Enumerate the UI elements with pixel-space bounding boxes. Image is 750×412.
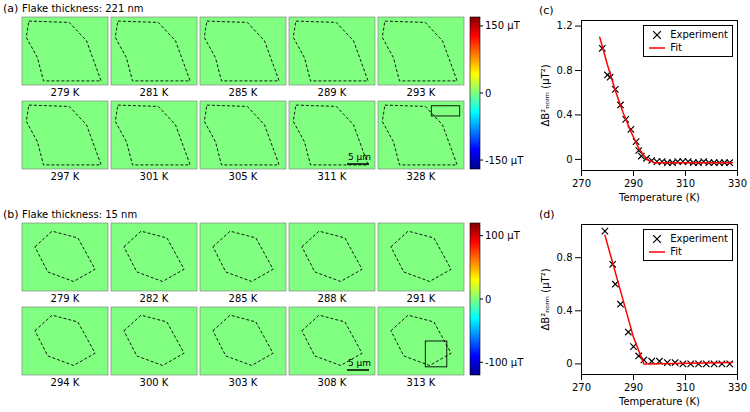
svg-text:330: 330 [728, 178, 747, 189]
svg-text:(b): (b) [3, 208, 19, 221]
svg-text:0: 0 [485, 88, 491, 99]
svg-text:5 μm: 5 μm [348, 358, 371, 368]
svg-text:ΔB²ₙₒᵣₘ (μT²): ΔB²ₙₒᵣₘ (μT²) [540, 64, 551, 126]
svg-text:270: 270 [572, 382, 591, 393]
svg-text:308 K: 308 K [318, 377, 347, 388]
svg-text:-100 μT: -100 μT [485, 357, 524, 368]
svg-text:150 μT: 150 μT [485, 20, 521, 31]
html-text:(c): (c) [539, 4, 554, 17]
svg-text:285 K: 285 K [229, 293, 258, 304]
svg-text:303 K: 303 K [229, 377, 258, 388]
svg-text:279 K: 279 K [51, 293, 80, 304]
svg-text:288 K: 288 K [318, 293, 347, 304]
svg-text:301 K: 301 K [140, 171, 169, 182]
svg-text:297 K: 297 K [51, 171, 80, 182]
svg-text:0: 0 [566, 358, 572, 369]
svg-text:Flake thickness: 15 nm: Flake thickness: 15 nm [22, 209, 137, 220]
html-text:Experiment: Experiment [670, 233, 728, 244]
svg-text:Temperature (K): Temperature (K) [618, 396, 700, 407]
svg-text:0: 0 [566, 154, 572, 165]
html-text:(d): (d) [539, 208, 555, 221]
svg-text:5 μm: 5 μm [348, 152, 371, 162]
svg-text:313 K: 313 K [407, 377, 436, 388]
svg-text:310: 310 [676, 178, 695, 189]
svg-text:294 K: 294 K [51, 377, 80, 388]
html-text:Fit: Fit [670, 42, 682, 53]
svg-text:100 μT: 100 μT [485, 230, 521, 241]
svg-text:285 K: 285 K [229, 87, 258, 98]
html-text:Experiment: Experiment [670, 29, 728, 40]
svg-text:279 K: 279 K [51, 87, 80, 98]
svg-text:(a): (a) [3, 2, 18, 15]
svg-text:293 K: 293 K [407, 87, 436, 98]
svg-text:270: 270 [572, 178, 591, 189]
svg-text:328 K: 328 K [407, 171, 436, 182]
svg-text:0.8: 0.8 [557, 252, 573, 263]
svg-text:-150 μT: -150 μT [485, 155, 524, 166]
svg-text:310: 310 [676, 382, 695, 393]
svg-text:0.8: 0.8 [557, 65, 573, 76]
svg-text:311 K: 311 K [318, 171, 347, 182]
html-text:Fit: Fit [670, 246, 682, 257]
svg-text:0.4: 0.4 [557, 109, 573, 120]
svg-text:305 K: 305 K [229, 171, 258, 182]
svg-text:290: 290 [624, 178, 643, 189]
svg-text:1.2: 1.2 [557, 20, 573, 31]
svg-text:Flake thickness: 221 nm: Flake thickness: 221 nm [22, 3, 144, 14]
svg-text:0: 0 [485, 294, 491, 305]
svg-text:281 K: 281 K [140, 87, 169, 98]
svg-text:290: 290 [624, 382, 643, 393]
svg-text:300 K: 300 K [140, 377, 169, 388]
svg-text:ΔB²ₙₒᵣₘ (μT²): ΔB²ₙₒᵣₘ (μT²) [540, 268, 551, 330]
svg-text:289 K: 289 K [318, 87, 347, 98]
svg-text:282 K: 282 K [140, 293, 169, 304]
svg-text:0.4: 0.4 [557, 305, 573, 316]
svg-text:291 K: 291 K [407, 293, 436, 304]
svg-text:Temperature (K): Temperature (K) [618, 192, 700, 203]
svg-text:330: 330 [728, 382, 747, 393]
